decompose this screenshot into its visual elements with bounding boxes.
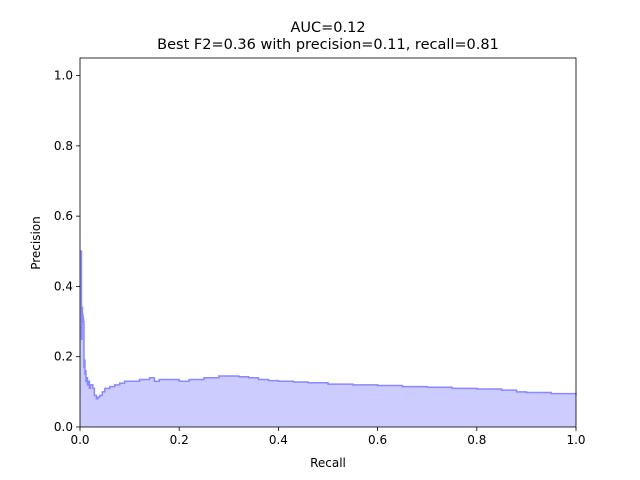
x-tick-label: 0.0 bbox=[70, 433, 89, 447]
y-tick-label: 0.0 bbox=[54, 420, 73, 434]
x-tick-label: 0.2 bbox=[170, 433, 189, 447]
y-tick-label: 0.2 bbox=[54, 350, 73, 364]
x-axis-label: Recall bbox=[310, 456, 346, 470]
plot-area bbox=[79, 57, 577, 428]
pr-curve-line bbox=[80, 250, 577, 400]
y-tick-label: 0.4 bbox=[54, 279, 73, 293]
y-tick-label: 0.6 bbox=[54, 209, 73, 223]
x-tick-label: 0.8 bbox=[467, 433, 486, 447]
x-tick-label: 1.0 bbox=[566, 433, 585, 447]
y-axis-label: Precision bbox=[29, 216, 43, 270]
x-tick-label: 0.6 bbox=[368, 433, 387, 447]
axes-frame bbox=[79, 57, 577, 428]
pr-area-fill bbox=[80, 251, 576, 427]
axis-ticks: 0.0 0.2 0.4 0.6 0.8 1.0 0.0 0.2 0.4 0.6 0.8 1.0 bbox=[54, 69, 586, 447]
x-tick-label: 0.4 bbox=[269, 433, 288, 447]
chart-subtitle: Best F2=0.36 with precision=0.11, recall… bbox=[157, 37, 499, 53]
y-tick-label: 1.0 bbox=[54, 69, 73, 83]
chart-title: AUC=0.12 bbox=[290, 20, 365, 36]
y-tick-label: 0.8 bbox=[54, 139, 73, 153]
